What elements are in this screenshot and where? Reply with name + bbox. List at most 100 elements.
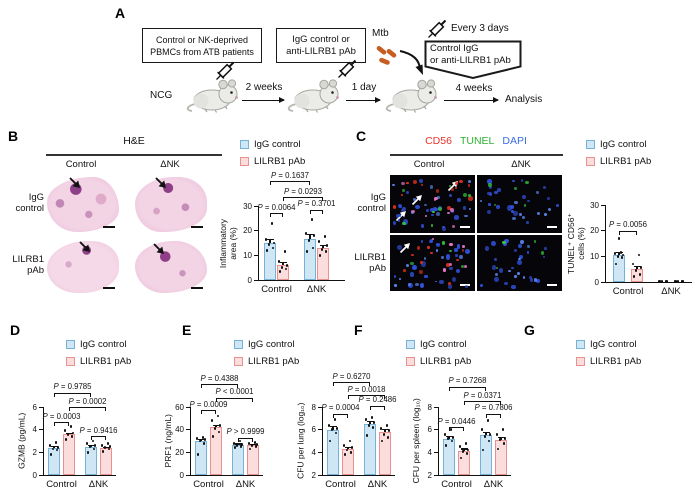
bar — [100, 447, 112, 475]
cell-dot — [426, 208, 429, 212]
pvalue-label: P = 0.0371 — [463, 390, 502, 400]
cell-dot — [459, 254, 463, 259]
error-bar-cap — [615, 251, 623, 254]
y-axis-label-text: GZMB (pg/mL) — [16, 412, 27, 470]
data-point — [233, 446, 237, 450]
cell-dot — [402, 221, 407, 226]
cell-dot — [424, 274, 428, 279]
cell-dot — [435, 243, 440, 247]
cell-dot — [456, 269, 461, 274]
data-point — [676, 279, 680, 283]
data-point — [91, 439, 95, 443]
y-tick-label: 6 — [427, 425, 432, 435]
y-tick-label: 30 — [590, 200, 599, 210]
data-point — [317, 240, 321, 244]
y-axis-label: CFU per spleen (log₁₀) — [403, 398, 431, 483]
y-tick-label: 10 — [590, 251, 599, 261]
cell-dot — [535, 279, 540, 283]
bar — [379, 431, 391, 475]
data-point — [307, 239, 311, 242]
y-tick — [39, 429, 43, 431]
cell-dot — [411, 254, 414, 257]
legend-pab-label: LILRB1 pAb — [600, 156, 652, 167]
y-tick — [434, 474, 438, 476]
cell-dot — [463, 193, 467, 198]
cell-dot — [522, 195, 527, 199]
infection-curved-arrow — [399, 50, 423, 75]
panel-a-letter: A — [115, 5, 126, 21]
pvalue-bracket — [333, 413, 348, 418]
mtb-label: Mtb — [372, 28, 389, 39]
data-point — [106, 441, 110, 445]
cell-dot — [393, 274, 397, 278]
y-tick — [318, 451, 322, 454]
y-tick-label: 20 — [590, 226, 599, 236]
data-point — [253, 440, 257, 444]
y-axis-label: Inflammatory area (%) — [215, 206, 243, 280]
cell-dot — [392, 205, 397, 210]
data-point — [444, 444, 448, 447]
y-tick-label: 2 — [32, 447, 37, 457]
data-point — [93, 444, 97, 447]
data-point — [311, 246, 315, 250]
cell-dot — [449, 194, 453, 198]
y-tick-label: 20 — [175, 447, 184, 457]
cell-dot — [487, 179, 492, 184]
cell-dot — [511, 210, 515, 214]
x-category-label: ΔNK — [235, 479, 256, 490]
cell-dot — [424, 203, 427, 206]
cell-dot — [398, 214, 401, 218]
pvalue-label: P = 0.0064 — [257, 202, 296, 212]
y-axis-label: TUNEL⁺ CD56⁺ cells (%) — [562, 205, 590, 282]
error-bar — [636, 265, 638, 270]
bar — [195, 441, 207, 475]
data-point — [69, 424, 73, 428]
cell-dot — [517, 272, 520, 275]
cell-dot — [468, 196, 473, 201]
cell-dot — [461, 249, 464, 252]
data-point — [461, 449, 465, 453]
cell-dot — [408, 282, 411, 286]
mouse-icon — [384, 76, 444, 114]
bar — [364, 424, 376, 475]
cell-dot — [465, 284, 468, 288]
data-point — [334, 431, 338, 435]
data-point — [350, 446, 354, 450]
cell-dot — [445, 254, 451, 260]
y-tick — [254, 279, 258, 281]
igg-swatch — [576, 340, 585, 349]
cell-dot — [454, 247, 458, 252]
cell-dot — [468, 207, 471, 210]
error-bar-cap — [279, 261, 287, 263]
cell-dot — [514, 275, 517, 279]
data-point — [502, 441, 506, 445]
cell-dot — [421, 223, 425, 228]
cell-dot — [436, 249, 439, 252]
data-point — [379, 427, 383, 430]
data-point — [343, 453, 347, 456]
granuloma-arrow-icon — [154, 176, 168, 190]
panel-b-letter: B — [8, 128, 19, 144]
error-bar — [332, 426, 334, 430]
panel-e-letter: E — [182, 322, 192, 338]
cell-dot — [396, 245, 402, 251]
igg-pab-box-line1: IgG control or — [292, 33, 350, 45]
bar — [327, 429, 339, 475]
cell-dot — [454, 215, 459, 220]
cell-dot — [450, 188, 454, 191]
data-point — [673, 279, 677, 283]
analysis-label: Analysis — [505, 94, 543, 105]
cell-dot — [394, 284, 398, 287]
data-point — [325, 244, 329, 247]
data-point — [255, 443, 259, 446]
pbmc-injection-box: Control or NK-deprived PBMCs from ATB pa… — [142, 28, 262, 63]
scale-bar — [460, 226, 470, 228]
cell-dot — [437, 195, 440, 199]
bar — [317, 247, 329, 280]
cell-dot — [526, 244, 530, 249]
x-category-label: Control — [325, 479, 356, 490]
cell-dot — [443, 268, 447, 272]
pvalue-bracket — [449, 386, 486, 391]
pvalue-bracket — [69, 407, 106, 411]
scale-bar — [103, 225, 115, 228]
